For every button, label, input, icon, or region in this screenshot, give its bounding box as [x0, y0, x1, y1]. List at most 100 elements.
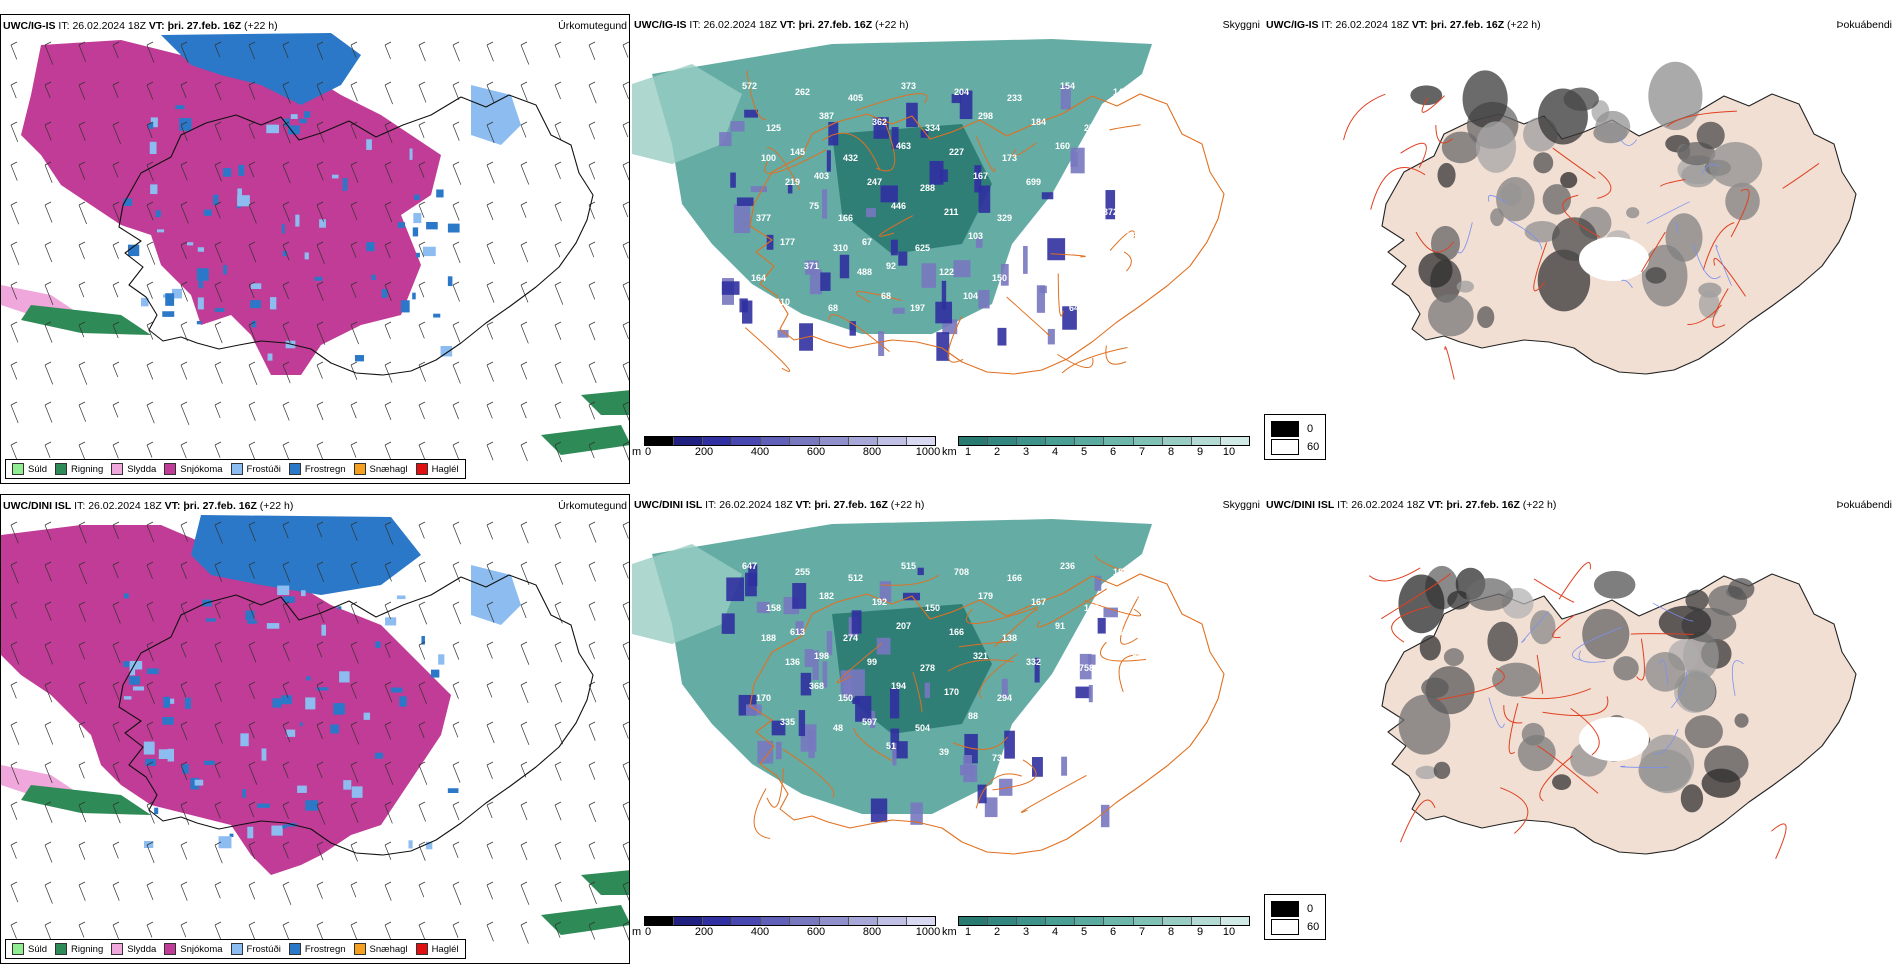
- ceiling-value-label: 73: [992, 753, 1002, 763]
- legend-item-hagel: Haglél: [415, 463, 459, 475]
- ceiling-tick-label: 800: [862, 446, 882, 458]
- parameter-name: Úrkomutegund: [558, 500, 627, 512]
- fog-legend: 0 60: [1264, 894, 1326, 940]
- vt-value: þri. 27.feb. 16Z: [1430, 19, 1505, 31]
- ceiling-colorbar: m 0 200 400 600 800 1000: [632, 436, 940, 460]
- precip-type-map: [1, 15, 629, 483]
- vt-value: þri. 27.feb. 16Z: [798, 19, 873, 31]
- ceiling-value-label: 512: [848, 573, 863, 583]
- ceiling-value-label: 192: [872, 597, 887, 607]
- ceiling-value-label: 334: [925, 123, 940, 133]
- ceiling-value-label: 99: [867, 657, 877, 667]
- ceiling-value-label: 48: [833, 723, 843, 733]
- ceiling-tick-label: 200: [694, 926, 714, 938]
- ceiling-value-label: 803: [1132, 651, 1147, 661]
- visibility-tick-label: 1: [964, 926, 972, 938]
- fog-index-map: [1264, 14, 1894, 484]
- vt-label: VT:: [779, 19, 796, 31]
- ceiling-value-label: 166: [838, 213, 853, 223]
- vt-value: þri. 27.feb. 16Z: [183, 500, 257, 512]
- ceiling-value-label: 146: [1045, 261, 1060, 271]
- ceiling-value-label: 262: [795, 87, 810, 97]
- ceiling-tick-label: 400: [750, 926, 770, 938]
- ceiling-value-label: 255: [795, 567, 810, 577]
- vt-value: þri. 27.feb. 16Z: [1446, 499, 1520, 511]
- ceiling-tick-label: 0: [644, 446, 652, 458]
- panel-header: UWC/DINI ISL IT: 26.02.2024 18Z VT: þri.…: [634, 498, 1260, 512]
- ceiling-value-label: 208: [1074, 243, 1089, 253]
- ceiling-value-label: 92: [886, 261, 896, 271]
- legend-item-snjokoma: Snjókoma: [164, 943, 223, 955]
- ceiling-value-label: 247: [867, 177, 882, 187]
- ceiling-value-label: 150: [925, 603, 940, 613]
- visibility-tick-label: 6: [1109, 446, 1117, 458]
- ceiling-tick-label: 600: [806, 926, 826, 938]
- ceiling-value-label: 572: [742, 81, 757, 91]
- visibility-tick-label: 10: [1222, 446, 1236, 458]
- ceiling-value-label: 204: [954, 87, 969, 97]
- ceiling-value-label: 288: [920, 183, 935, 193]
- ceiling-value-label: 39: [939, 747, 949, 757]
- visibility-tick-label: 2: [993, 926, 1001, 938]
- ceiling-value-label: 122: [939, 267, 954, 277]
- ceiling-value-label: 298: [978, 111, 993, 121]
- ceiling-value-label: 170: [756, 693, 771, 703]
- ceiling-value-label: 78: [1127, 231, 1137, 241]
- ceiling-value-label: 67: [862, 237, 872, 247]
- ceiling-value-label: 403: [814, 171, 829, 181]
- ceiling-value-label: 181: [1113, 567, 1128, 577]
- visibility-map: 6472555125157081662361811581821921501791…: [632, 494, 1262, 964]
- lead-time: (+22 h): [244, 20, 278, 32]
- legend-item-rigning: Rigning: [55, 463, 103, 475]
- ceiling-value-label: 294: [997, 693, 1012, 703]
- legend-item-sudl: Súld: [12, 463, 47, 475]
- ceiling-value-label: 227: [949, 147, 964, 157]
- ceiling-value-label: 169: [1137, 111, 1152, 121]
- ceiling-value-label: 64: [1069, 303, 1079, 313]
- ceiling-value-label: 278: [920, 663, 935, 673]
- parameter-name: Þokuábendi: [1836, 499, 1892, 511]
- ceiling-value-label: 274: [843, 633, 858, 643]
- legend-item-frostregn: Frostregn: [288, 943, 346, 955]
- visibility-tick-label: 9: [1196, 926, 1204, 938]
- visibility-map: 5722624053732042331541431253873623342981…: [632, 14, 1262, 484]
- it-value: 26.02.2024 18Z: [703, 19, 777, 31]
- visibility-panel-bottom: UWC/DINI ISL IT: 26.02.2024 18Z VT: þri.…: [632, 494, 1262, 964]
- ceiling-value-label: 167: [973, 171, 988, 181]
- legend-item-frostudi: Frostúði: [230, 463, 281, 475]
- precip-type-legend: Súld Rigning Slydda Snjókoma Frostúði Fr…: [5, 939, 466, 959]
- ceiling-tick-label: 200: [694, 446, 714, 458]
- it-value: 26.02.2024 18Z: [88, 500, 162, 512]
- parameter-name: Þokuábendi: [1836, 19, 1892, 31]
- ceiling-value-label: 236: [1060, 561, 1075, 571]
- fog-panel-top: UWC/IG-IS IT: 26.02.2024 18Z VT: þri. 27…: [1264, 14, 1894, 484]
- ceiling-value-label: 188: [1108, 147, 1123, 157]
- ceiling-value-label: 446: [891, 201, 906, 211]
- vt-value: þri. 27.feb. 16Z: [167, 20, 242, 32]
- precip-type-panel-bottom: UWC/DINI ISL IT: 26.02.2024 18Z VT: þri.…: [0, 494, 630, 964]
- model-name: UWC/IG-IS: [634, 19, 687, 31]
- ceiling-value-label: 219: [785, 177, 800, 187]
- ceiling-value-label: 166: [1007, 573, 1022, 583]
- ceiling-value-label: 321: [973, 651, 988, 661]
- ceiling-value-label: 302: [1074, 723, 1089, 733]
- model-name: UWC/DINI ISL: [634, 499, 703, 511]
- parameter-name: Skyggni: [1222, 19, 1260, 31]
- ceiling-value-label: 126: [1137, 591, 1152, 601]
- ceiling-value-label: 488: [857, 267, 872, 277]
- ceiling-value-label: 177: [780, 237, 795, 247]
- ceiling-value-label: 164: [751, 273, 766, 283]
- ceiling-value-label: 233: [1007, 93, 1022, 103]
- model-name: UWC/IG-IS: [3, 20, 56, 32]
- ceiling-value-label: 179: [978, 591, 993, 601]
- visibility-tick-label: 9: [1196, 446, 1204, 458]
- visibility-tick-label: 8: [1167, 926, 1175, 938]
- legend-item-snaehagl: Snæhagl: [353, 943, 408, 955]
- ceiling-value-label: 150: [838, 693, 853, 703]
- ceiling-value-label: 643: [1108, 627, 1123, 637]
- ceiling-value-label: 504: [915, 723, 930, 733]
- ceiling-value-label: 88: [968, 711, 978, 721]
- ceiling-value-label: 38: [1122, 291, 1132, 301]
- visibility-tick-label: 4: [1051, 926, 1059, 938]
- ceiling-value-label: 64: [1021, 237, 1031, 247]
